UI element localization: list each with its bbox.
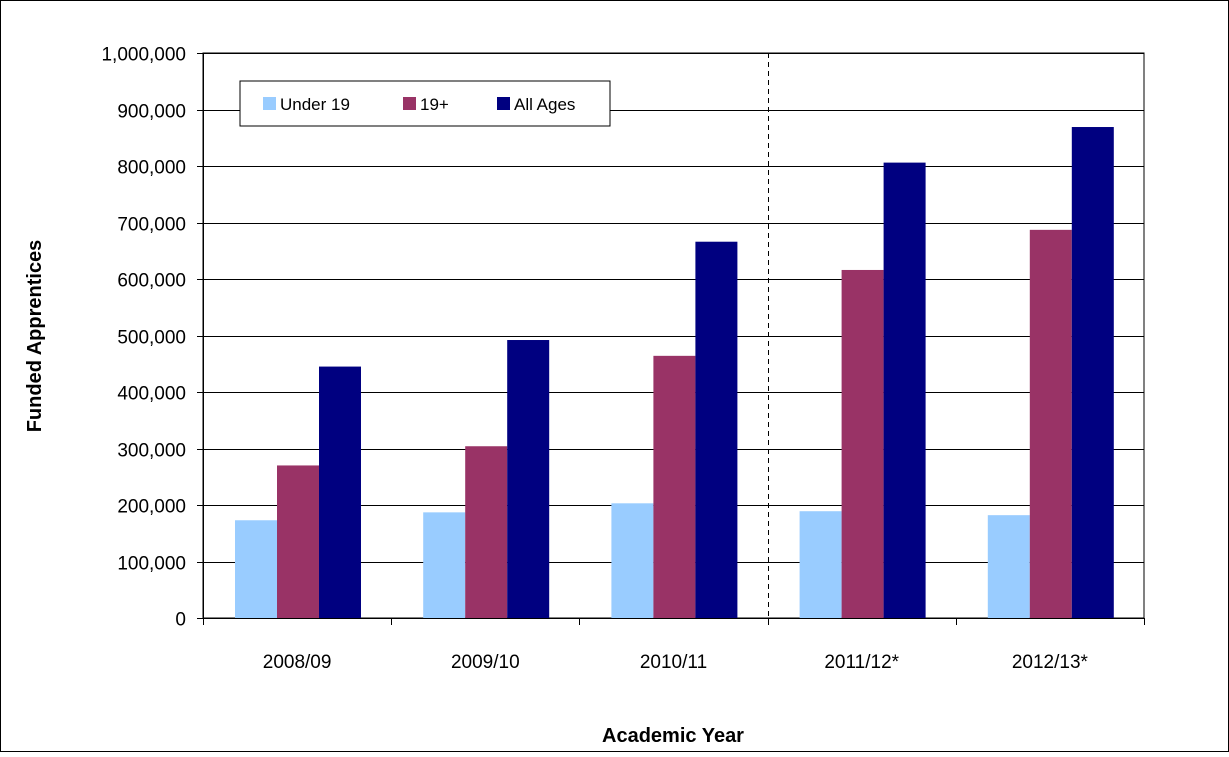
y-tick-label: 1,000,000: [101, 45, 186, 66]
y-tick-label: 400,000: [117, 384, 186, 405]
y-tick-label: 300,000: [117, 441, 186, 462]
bar-under-19-2011-12: [799, 511, 842, 618]
y-tick-label: 800,000: [117, 158, 186, 179]
x-tick-label: 2009/10: [451, 652, 520, 673]
y-tick-labels: 0 100,000 200,000 300,000 400,000 500,000 600,…: [101, 45, 186, 631]
legend-label: Under 19: [280, 95, 350, 114]
y-tick-label: 600,000: [117, 271, 186, 292]
bar-all-ages-2012-13: [1071, 127, 1114, 618]
bar-19-2010-11: [653, 355, 696, 618]
bar-all-ages-2011-12: [883, 162, 926, 619]
legend-swatch: [497, 97, 510, 110]
x-axis-title: Academic Year: [602, 725, 744, 747]
bar-19-2008-09: [277, 465, 319, 618]
x-tick-label: 2008/09: [263, 652, 332, 673]
bar-19-2011-12: [841, 269, 884, 618]
bar-under-19-2012-13: [987, 515, 1030, 618]
legend-swatch: [403, 97, 416, 110]
x-tick-label: 2010/11: [640, 652, 707, 673]
bar-19-2012-13: [1029, 229, 1072, 618]
y-tick-label: 700,000: [117, 215, 186, 236]
legend-swatch: [263, 97, 276, 110]
bar-all-ages-2008-09: [319, 366, 361, 618]
legend-label: All Ages: [514, 95, 575, 114]
bar-under-19-2010-11: [611, 503, 654, 618]
axes: [197, 53, 1145, 625]
bar-under-19-2009-10: [423, 512, 466, 618]
bar-all-ages-2010-11: [695, 241, 738, 618]
legend: Under 19 19+ All Ages: [239, 80, 611, 127]
y-tick-label: 100,000: [117, 554, 186, 575]
y-tick-label: 0: [175, 610, 186, 631]
x-tick-label: 2012/13*: [1012, 652, 1089, 673]
y-tick-label: 900,000: [117, 102, 186, 123]
legend-label: 19+: [420, 95, 449, 114]
y-tick-label: 500,000: [117, 328, 186, 349]
y-tick-label: 200,000: [117, 497, 186, 518]
legend-box: [239, 80, 611, 127]
x-tick-label: 2011/12*: [824, 652, 899, 673]
x-tick-labels: 2008/09 2009/10 2010/11 2011/12* 2012/13*: [263, 652, 1089, 673]
bar-all-ages-2009-10: [507, 340, 550, 618]
bar-under-19-2008-09: [235, 520, 277, 618]
y-axis-title: Funded Apprentices: [24, 240, 46, 433]
bar-19-2009-10: [465, 446, 508, 618]
bars: [235, 127, 1114, 619]
